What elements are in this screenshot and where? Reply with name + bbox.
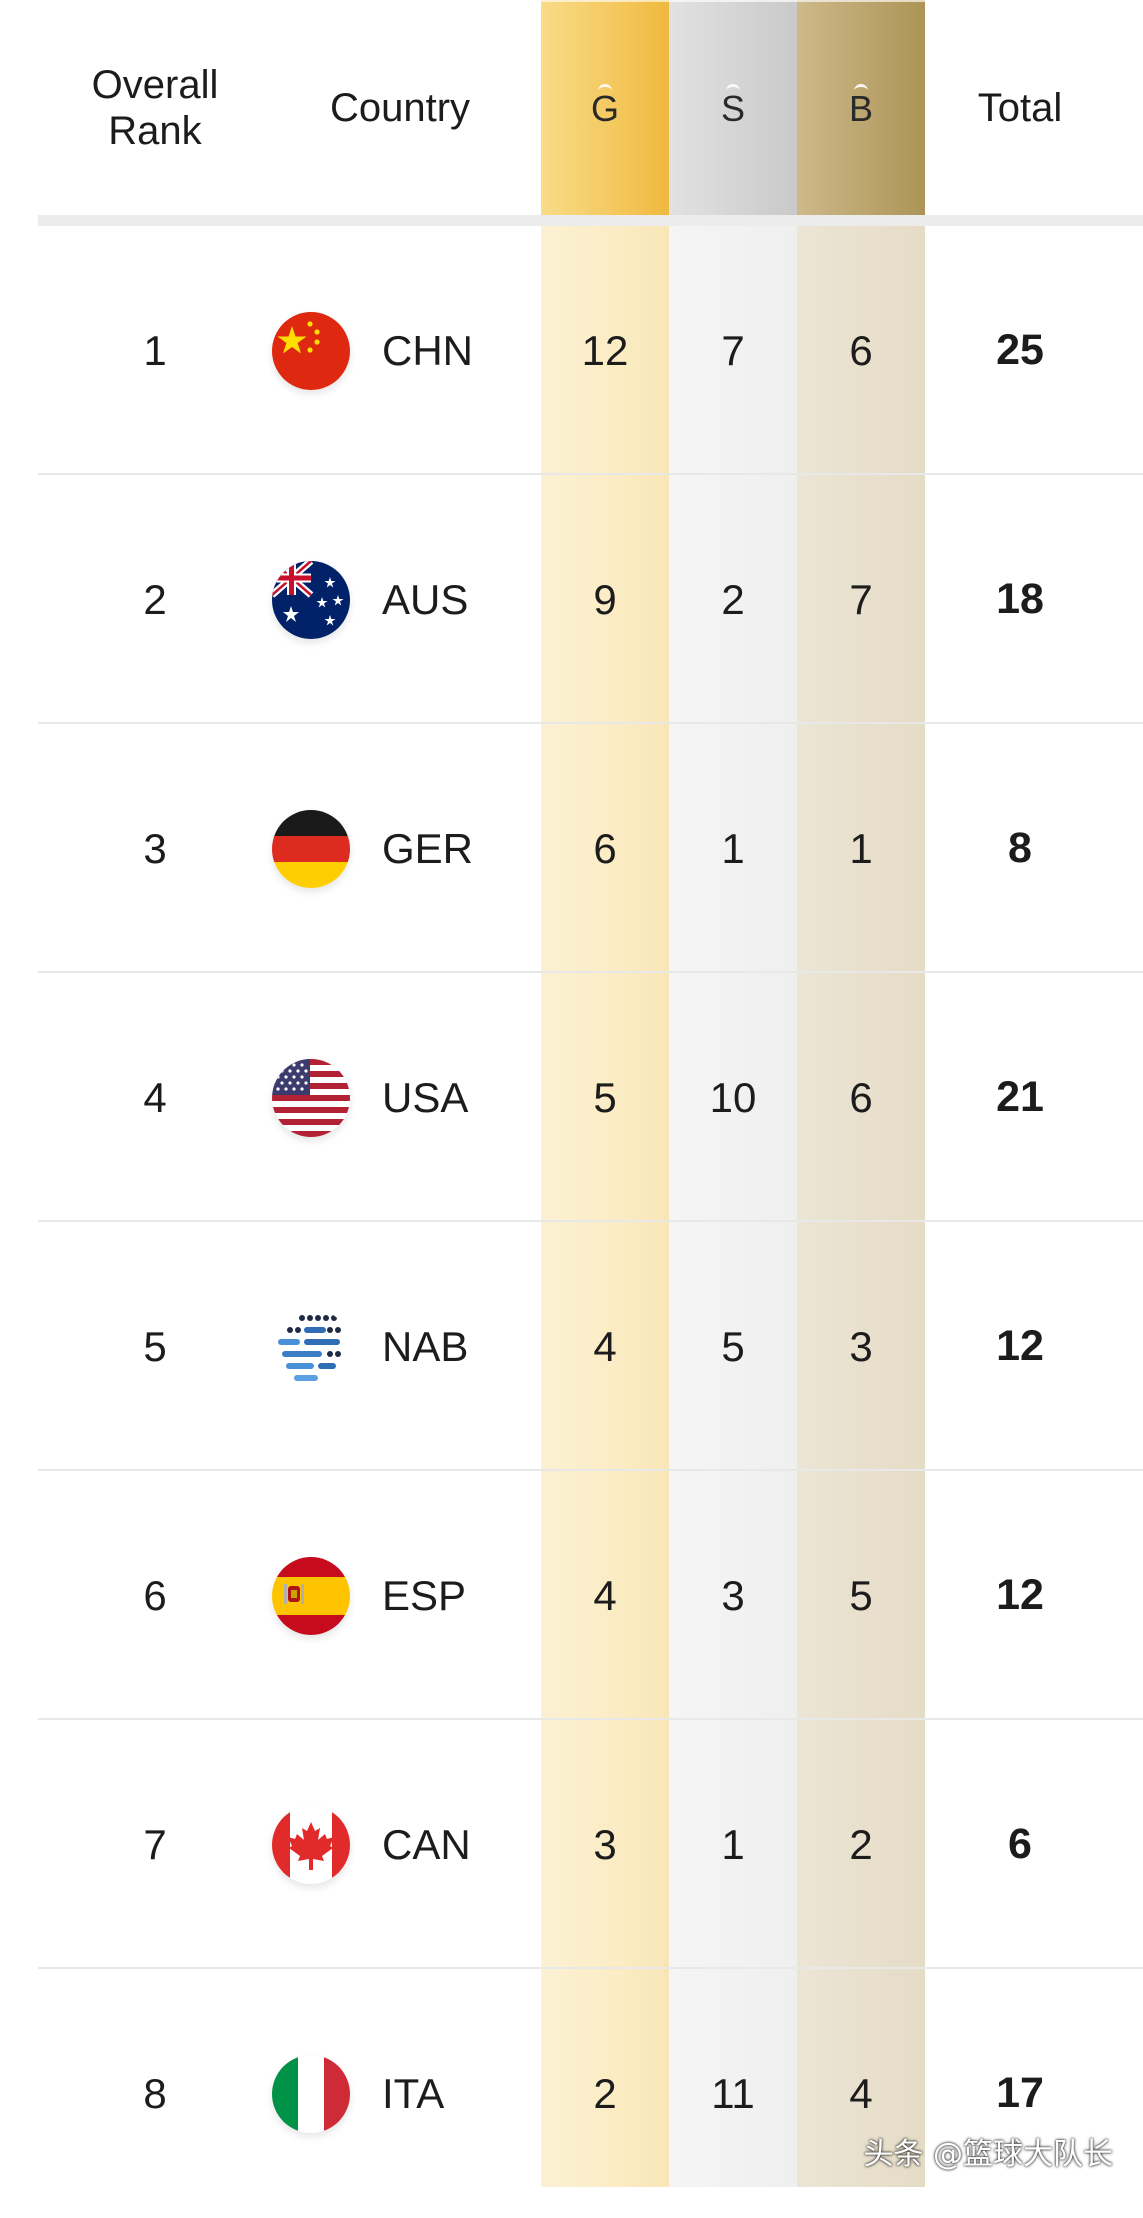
flag-cell (271, 1969, 351, 2218)
total-count: 6 (1008, 1820, 1032, 1868)
bronze-count: 4 (849, 2069, 873, 2117)
table-row[interactable]: 5 NAB (38, 1222, 1143, 1471)
rank-cell: 8 (143, 2069, 167, 2117)
bronze-count: 7 (849, 575, 873, 623)
bronze-medal-icon: B (849, 83, 873, 132)
table-row[interactable]: 6 ESP 4 3 5 12 (38, 1471, 1143, 1720)
total-count: 25 (996, 326, 1044, 374)
silver-count: 1 (721, 1820, 745, 1868)
header-country[interactable]: Country (329, 85, 471, 130)
header-silver[interactable]: S (669, 2, 797, 215)
table-row[interactable]: 3 GER 6 1 1 8 (38, 724, 1143, 973)
canada-flag-icon (272, 1805, 350, 1884)
row-divider (38, 1718, 1143, 1720)
table-row[interactable]: 1 CHN 12 7 6 25 (38, 226, 1143, 475)
flag-cell (271, 1471, 351, 1720)
rank-cell: 4 (143, 1073, 167, 1121)
total-count: 12 (996, 1322, 1044, 1370)
rank-cell: 1 (143, 326, 167, 374)
table-row[interactable]: 8 ITA 2 11 4 17 (38, 1969, 1143, 2218)
table-header: Overall Rank Country G S B Total (0, 0, 1143, 215)
flag-cell (271, 1720, 351, 1969)
rank-cell: 2 (143, 575, 167, 623)
silver-medal-icon: S (721, 83, 745, 132)
australia-flag-icon (272, 560, 350, 639)
gold-count: 5 (593, 1073, 617, 1121)
header-rank-line2: Rank (108, 108, 202, 153)
bronze-count: 6 (849, 1073, 873, 1121)
silver-count: 1 (721, 824, 745, 872)
gold-count: 2 (593, 2069, 617, 2117)
gold-count: 9 (593, 575, 617, 623)
total-count: 12 (996, 1571, 1044, 1619)
header-divider (38, 215, 1143, 226)
silver-count: 3 (721, 1571, 745, 1619)
row-divider (38, 971, 1143, 973)
gold-count: 6 (593, 824, 617, 872)
row-divider (38, 1220, 1143, 1222)
country-code: NAB (382, 1322, 469, 1370)
silver-count: 11 (711, 2069, 755, 2117)
flag-cell (271, 475, 351, 724)
gold-count: 4 (593, 1571, 617, 1619)
table-row[interactable]: 4 (38, 973, 1143, 1222)
bronze-count: 2 (849, 1820, 873, 1868)
rank-cell: 3 (143, 824, 167, 872)
flag-cell (271, 226, 351, 475)
germany-flag-icon (272, 809, 350, 888)
total-count: 21 (996, 1073, 1044, 1121)
bronze-count: 1 (849, 824, 873, 872)
country-code: ESP (382, 1571, 467, 1619)
header-rank-line1: Overall (91, 62, 219, 107)
country-code: GER (382, 824, 474, 872)
gold-count: 12 (581, 326, 629, 374)
flag-cell (271, 1222, 351, 1471)
bronze-count: 5 (849, 1571, 873, 1619)
header-total[interactable]: Total (977, 85, 1063, 130)
gold-count: 4 (593, 1322, 617, 1370)
spain-flag-icon (272, 1556, 350, 1635)
italy-flag-icon (272, 2054, 350, 2133)
bronze-count: 6 (849, 326, 873, 374)
header-gold[interactable]: G (541, 2, 669, 215)
gold-column-background (541, 0, 669, 2187)
rank-cell: 5 (143, 1322, 167, 1370)
country-code: CAN (382, 1820, 471, 1868)
row-divider (38, 722, 1143, 724)
rank-cell: 6 (143, 1571, 167, 1619)
row-divider (38, 473, 1143, 475)
bronze-column-background (797, 0, 925, 2187)
watermark: 头条 @篮球大队长 (863, 2137, 1113, 2172)
nab-flag-icon (272, 1307, 350, 1386)
country-code: CHN (382, 326, 473, 374)
silver-count: 2 (721, 575, 745, 623)
country-code: ITA (382, 2069, 445, 2117)
header-bronze[interactable]: B (797, 2, 925, 215)
gold-medal-icon: G (591, 83, 619, 132)
bronze-count: 3 (849, 1322, 873, 1370)
row-divider (38, 1469, 1143, 1471)
total-count: 17 (996, 2069, 1044, 2117)
flag-cell (271, 973, 351, 1222)
silver-column-background (669, 0, 797, 2187)
silver-count: 7 (721, 326, 745, 374)
flag-cell (271, 724, 351, 973)
gold-count: 3 (593, 1820, 617, 1868)
row-divider (38, 1967, 1143, 1969)
china-flag-icon (272, 311, 350, 390)
country-code: USA (382, 1073, 469, 1121)
table-row[interactable]: 2 (38, 475, 1143, 724)
total-count: 8 (1008, 824, 1032, 872)
total-count: 18 (996, 575, 1044, 623)
rank-cell: 7 (143, 1820, 167, 1868)
country-code: AUS (382, 575, 469, 623)
silver-count: 10 (709, 1073, 757, 1121)
usa-flag-icon (272, 1058, 350, 1137)
silver-count: 5 (721, 1322, 745, 1370)
header-overall-rank[interactable]: Overall Rank (40, 0, 270, 215)
table-row[interactable]: 7 CAN 3 1 2 6 (38, 1720, 1143, 1969)
